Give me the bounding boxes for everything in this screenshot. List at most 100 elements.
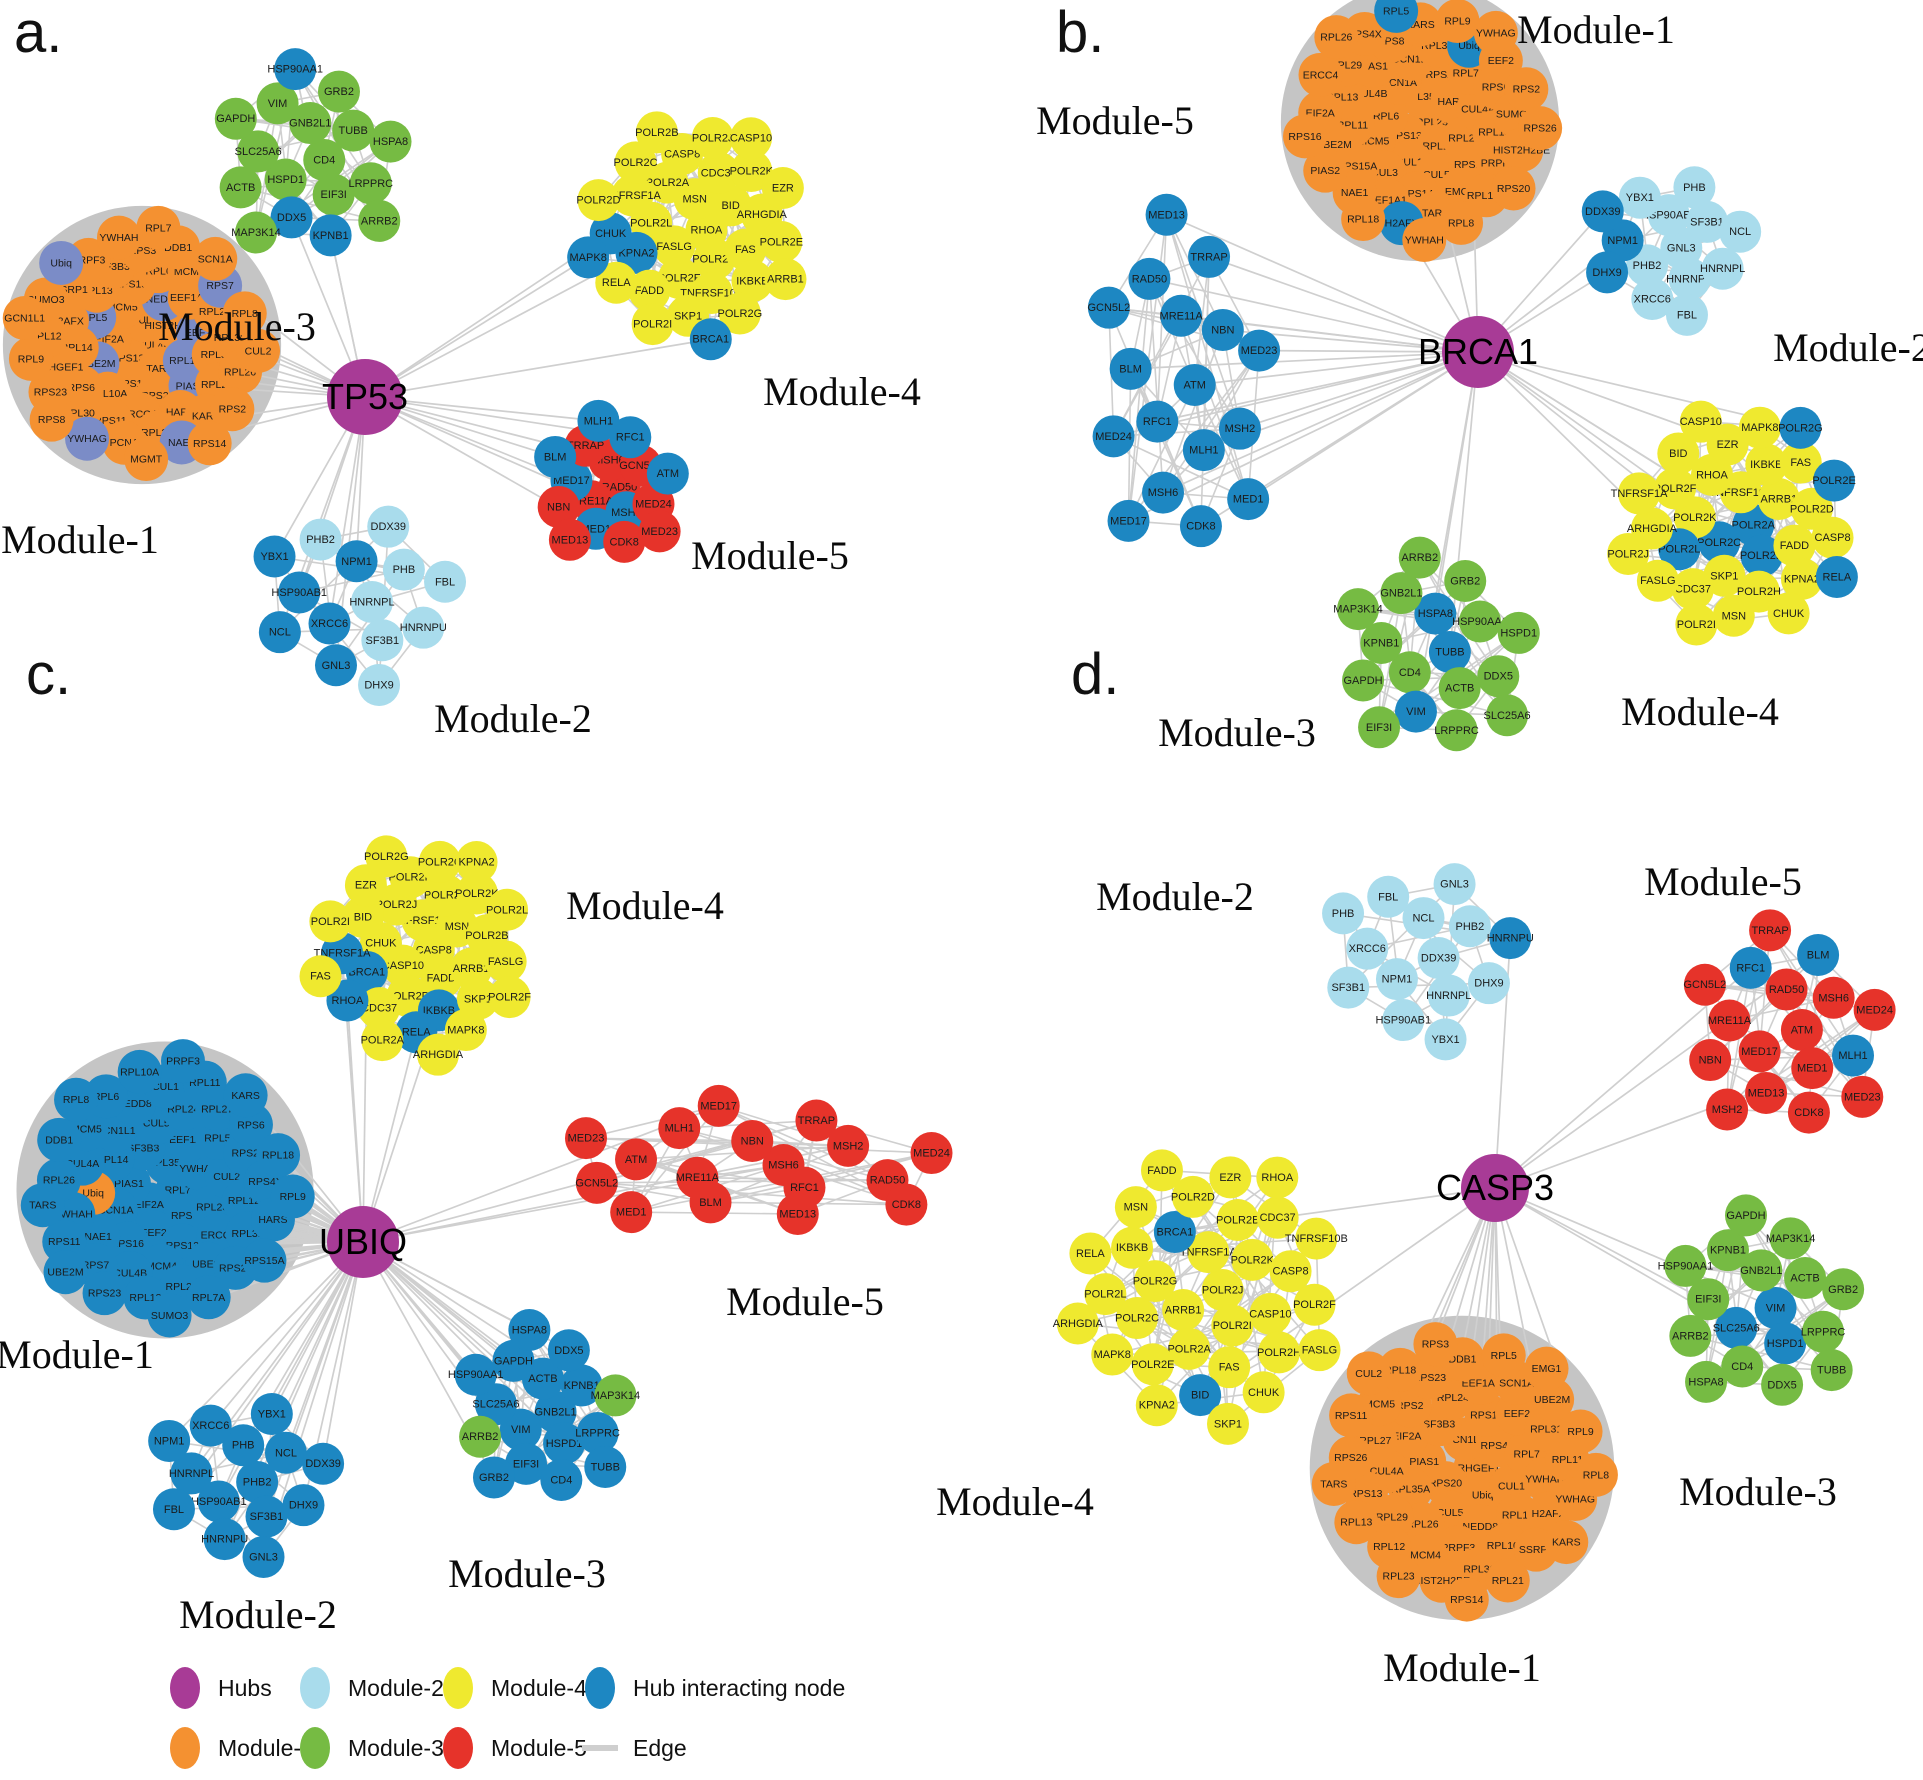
node-label-POLR2G: POLR2G [1133,1276,1178,1288]
node-label-UBE2M: UBE2M [47,1267,83,1279]
node-label-LRPPRC: LRPPRC [575,1428,620,1440]
legend-label-Hubs: Hubs [218,1675,272,1701]
node-label-MED24: MED24 [1856,1004,1893,1016]
node-label-TNFRSF10B: TNFRSF10B [1285,1233,1348,1245]
node-label-KPNB1: KPNB1 [1363,638,1399,650]
node-label-MED23: MED23 [1241,345,1278,357]
legend-swatch-Module-1 [170,1727,200,1769]
node-label-GNL3: GNL3 [1440,879,1469,891]
node-label-RFC1: RFC1 [1143,416,1172,428]
node-label-SLC25A6: SLC25A6 [1713,1322,1760,1334]
node-label-TARS: TARS [29,1200,56,1212]
node-label-POLR2E: POLR2E [1812,475,1855,487]
node-label-RPL9: RPL9 [18,353,44,365]
node-label-CD4: CD4 [1399,667,1421,679]
module-label: Module-5 [1644,859,1802,904]
node-label-CASP8: CASP8 [664,149,700,161]
node-label-ARRB2: ARRB2 [1401,552,1438,564]
node-label-HSP90AB1: HSP90AB1 [271,587,327,599]
node-label-CDC37: CDC37 [1675,584,1711,596]
module-label: Module-4 [763,369,921,414]
node-label-KPNB1: KPNB1 [1710,1245,1746,1257]
node-label-POLR2F: POLR2F [488,992,531,1004]
node-label-RPL7: RPL7 [145,222,171,234]
node-label-NBN: NBN [741,1135,764,1147]
node-label-MSH6: MSH6 [1818,992,1849,1004]
module-label: Module-1 [1383,1645,1541,1690]
node-label-DHX9: DHX9 [1592,267,1621,279]
node-label-CDK8: CDK8 [1186,521,1215,533]
node-label-TNFRSF1A: TNFRSF1A [1180,1247,1238,1259]
node-label-DHX9: DHX9 [1474,978,1503,990]
node-label-SCN1A: SCN1A [198,253,233,265]
node-label-GNB2L1: GNB2L1 [1740,1265,1782,1277]
legend-label-Module-1: Module-1 [218,1735,314,1761]
node-label-EZR: EZR [1219,1172,1241,1184]
node-label-DDX39: DDX39 [371,521,406,533]
node-label-MED24: MED24 [1095,431,1132,443]
node-label-HSPA8: HSPA8 [1418,608,1453,620]
node-label-VIM: VIM [268,98,288,110]
node-label-POLR2J: POLR2J [1607,548,1649,560]
node-label-RPS15A: RPS15A [244,1255,284,1267]
node-label-HNRNPU: HNRNPU [201,1534,248,1546]
node-label-DDX5: DDX5 [554,1345,583,1357]
node-label-POLR2G: POLR2G [364,851,409,863]
node-label-GNL3: GNL3 [1667,243,1696,255]
node-label-RPL12: RPL12 [1373,1541,1405,1553]
node-label-NPM1: NPM1 [341,556,372,568]
node-label-ATM: ATM [625,1154,647,1166]
node-label-POLR2B: POLR2B [465,930,508,942]
node-label-PHB2: PHB2 [306,534,335,546]
node-label-FADD: FADD [635,285,664,297]
node-label-KARS: KARS [231,1090,260,1102]
node-label-YBX1: YBX1 [258,1408,286,1420]
node-label-PHB: PHB [1683,182,1706,194]
node-label-FASLG: FASLG [488,956,523,968]
node-label-GRB2: GRB2 [479,1472,509,1484]
node-label-RPS11: RPS11 [48,1236,81,1248]
node-label-MAP3K14: MAP3K14 [231,227,281,239]
node-label-HNRNPL: HNRNPL [1700,263,1745,275]
node-label-CUL1: CUL1 [1498,1481,1525,1493]
node-label-NBN: NBN [1211,324,1234,336]
node-label-GNB2L1: GNB2L1 [534,1407,576,1419]
node-label-MED23: MED23 [1844,1091,1881,1103]
node-label-LRPPRC: LRPPRC [348,178,393,190]
node-label-KARS: KARS [1552,1537,1581,1549]
node-label-RPL7A: RPL7A [192,1292,225,1304]
legend-label-Edge: Edge [633,1735,687,1761]
hub-label-CASP3: CASP3 [1436,1167,1554,1208]
legend-label-Module-2: Module-2 [348,1675,444,1701]
node-label-POLR2I: POLR2I [1677,619,1716,631]
node-label-GAPDH: GAPDH [1726,1210,1765,1222]
node-label-TRRAP: TRRAP [1190,251,1227,263]
node-label-MED1: MED1 [616,1207,647,1219]
hub-label-TP53: TP53 [322,376,408,417]
node-label-CASP8: CASP8 [1273,1266,1309,1278]
node-label-RPS3: RPS3 [1422,1339,1450,1351]
node-label-MRE11A: MRE11A [1708,1015,1752,1027]
node-label-LRPPRC: LRPPRC [1801,1326,1846,1338]
node-label-ERCC4: ERCC4 [1303,69,1339,81]
node-label-XRCC6: XRCC6 [192,1420,229,1432]
node-label-CASP10: CASP10 [1249,1308,1291,1320]
node-label-MSN: MSN [1124,1202,1149,1214]
node-label-DDX5: DDX5 [1484,671,1513,683]
node-label-NBN: NBN [547,501,570,513]
node-label-MSH2: MSH2 [833,1140,864,1152]
node-label-CASP8: CASP8 [416,945,452,957]
node-label-MED17: MED17 [1110,515,1147,527]
node-label-CDK8: CDK8 [1794,1107,1823,1119]
node-label-SF3B1: SF3B1 [1690,216,1724,228]
node-label-DHX9: DHX9 [364,680,393,692]
node-label-ARRB1: ARRB1 [453,963,490,975]
node-label-MSN: MSN [1722,610,1747,622]
node-label-HNRNPL: HNRNPL [1426,990,1471,1002]
node-label-MED17: MED17 [1741,1046,1778,1058]
node-label-DDX5: DDX5 [277,212,306,224]
node-label-YBX1: YBX1 [260,551,288,563]
node-label-MAP3K14: MAP3K14 [591,1390,641,1402]
module-label: Module-2 [1773,325,1923,370]
